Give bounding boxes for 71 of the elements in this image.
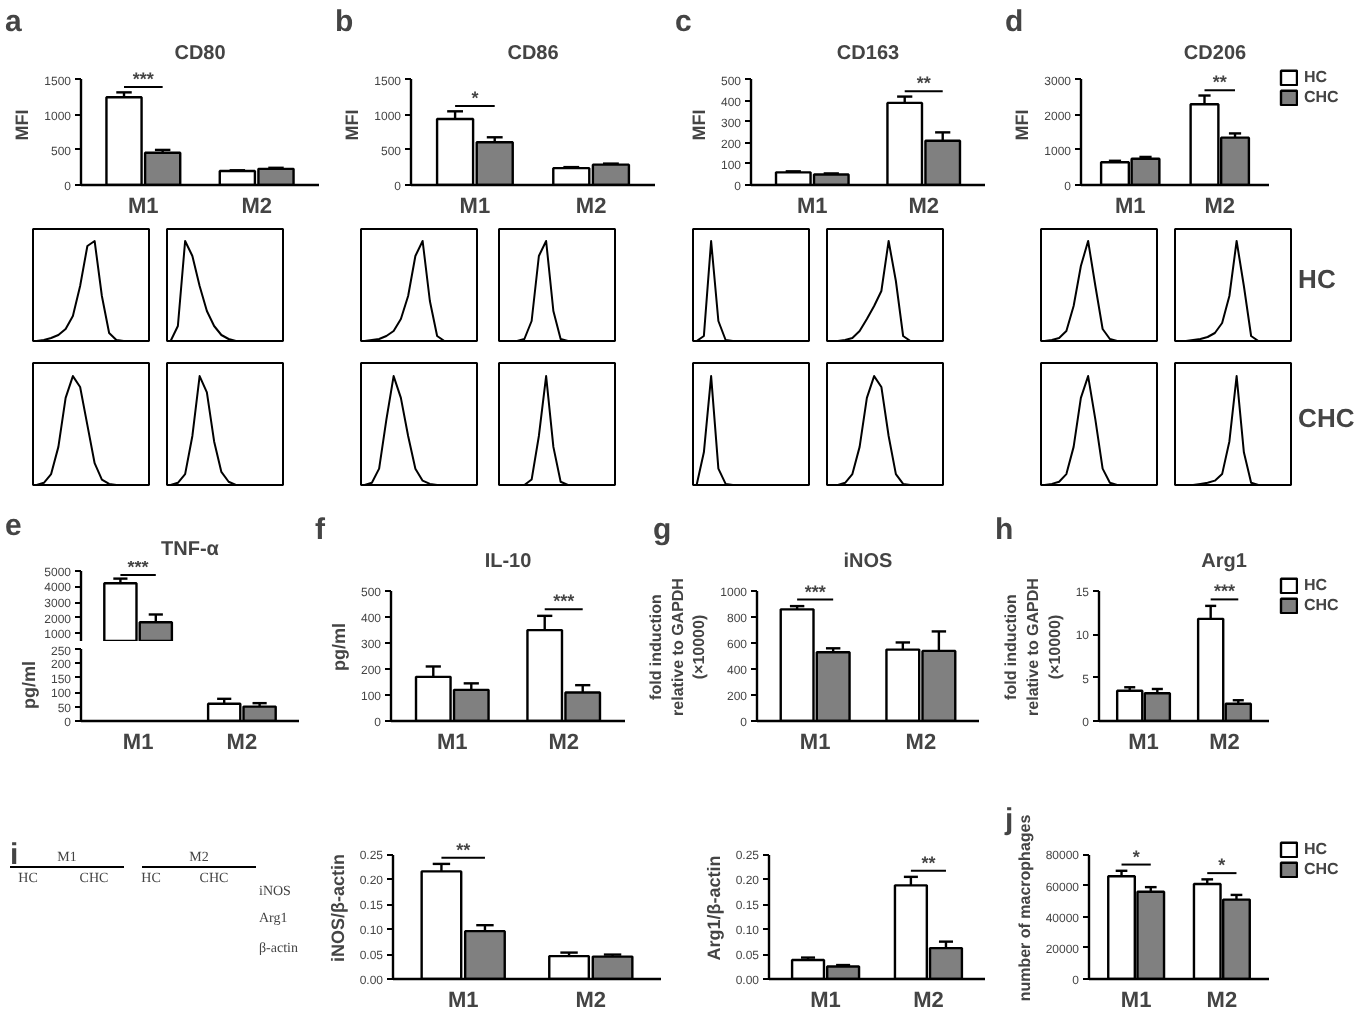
annotation: ** [916,73,932,94]
text: g [653,513,672,547]
y-axis-title: iNOS/β-actin [327,854,348,962]
chart-title: TNF-α [161,539,221,561]
annotation: ** [921,852,937,873]
legend-label: CHC [1304,88,1341,106]
annotation: *** [127,557,150,578]
text: CHC [1298,402,1356,433]
x-tick-label: M1 [459,195,491,219]
y-axis-title: number of macrophages [1015,813,1034,1002]
legend-label: HC [1304,576,1330,594]
text: j [1003,803,1014,837]
annotation: *** [1213,581,1236,602]
x-tick-label: M1 [447,989,479,1013]
text: h [995,513,1014,547]
y-axis-title: Arg1/β-actin [703,855,724,961]
chart-title: CD86 [507,43,560,65]
chart-title: CD206 [1183,43,1247,65]
x-tick-label: M1 [810,989,841,1013]
y-axis-title: fold induction relative to GAPDH (×10000) [1002,577,1064,716]
annotation: ** [456,839,472,860]
legend-label: HC [1304,840,1330,858]
text: f [315,513,327,547]
chart-title: CD163 [836,43,900,65]
x-tick-label: M2 [908,195,939,219]
x-tick-label: M2 [913,989,944,1013]
y-axis-title: pg/ml [328,623,349,671]
x-tick-label: M1 [1120,989,1152,1013]
legend-label: CHC [1304,860,1341,878]
chart-title: Arg1 [1201,551,1248,573]
y-axis-title: MFI [1012,109,1033,141]
x-tick-label: M1 [797,195,828,219]
annotation: * [471,88,480,109]
text: a [5,5,23,39]
y-axis-title: pg/ml [18,661,39,709]
y-axis-title: MFI [12,109,33,141]
x-tick-label: M1 [799,731,831,755]
x-tick-label: M2 [575,989,607,1013]
x-tick-label: M2 [1209,731,1240,755]
x-tick-label: M1 [437,731,468,755]
x-tick-label: M2 [548,731,579,755]
annotation: * [1132,846,1141,867]
text: e [5,509,22,543]
annotation: ** [1212,72,1228,93]
annotation: *** [553,591,576,612]
x-tick-label: M2 [575,195,607,219]
text: b [335,5,354,39]
legend-label: HC [1304,68,1330,86]
annotation: *** [132,69,155,90]
text: d [1005,5,1024,39]
x-tick-label: M2 [1204,195,1236,219]
chart-title: CD80 [174,43,227,65]
legend-label: CHC [1304,596,1341,614]
annotation: *** [804,581,827,602]
x-tick-label: M1 [1114,195,1146,219]
x-tick-label: M2 [905,731,937,755]
x-tick-label: M1 [1128,731,1159,755]
text: HC [1298,264,1337,295]
annotation: * [1218,855,1227,876]
chart-title: iNOS [843,551,894,573]
text: i [10,837,19,872]
x-tick-label: M2 [1206,989,1238,1013]
chart-title: IL-10 [484,551,533,573]
x-tick-label: M2 [226,731,258,755]
y-axis-title: MFI [688,109,709,141]
y-axis-title: fold induction relative to GAPDH (×10000) [647,577,709,716]
text: c [675,5,692,39]
x-tick-label: M2 [241,195,272,219]
x-tick-label: M1 [122,731,154,755]
x-tick-label: M1 [128,195,159,219]
y-axis-title: MFI [342,109,363,141]
